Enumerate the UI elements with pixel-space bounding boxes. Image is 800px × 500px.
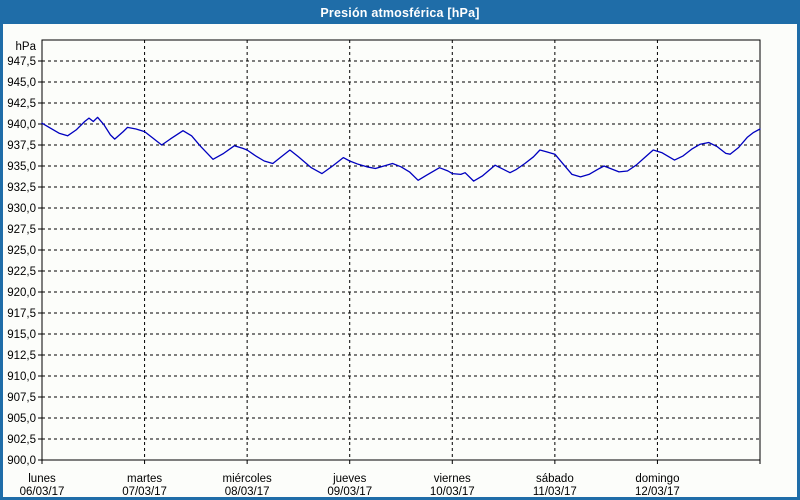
x-day-date-label: 09/03/17 <box>327 486 372 497</box>
y-tick-label: 910,0 <box>7 371 36 383</box>
axes <box>38 39 761 464</box>
y-tick-label: 940,0 <box>7 119 36 131</box>
pressure-series-line <box>41 116 761 182</box>
x-day-date-label: 12/03/17 <box>635 486 680 497</box>
chart-title-bar: Presión atmosférica [hPa] <box>3 3 797 24</box>
x-day-name-label: miércoles <box>223 473 272 485</box>
x-day-date-label: 10/03/17 <box>430 486 475 497</box>
y-tick-label: 902,5 <box>7 434 36 446</box>
axis-labels: 900,0 902,5 905,0 907,5 910,0 912,5 915,0 917,5… <box>7 41 680 497</box>
x-day-name-label: martes <box>127 473 162 485</box>
y-tick-label: 920,0 <box>7 287 36 299</box>
x-day-name-label: sábado <box>536 473 574 485</box>
y-tick-label: 947,5 <box>7 56 36 68</box>
x-day-date-label: 07/03/17 <box>122 486 167 497</box>
x-day-date-label: 06/03/17 <box>20 486 65 497</box>
x-day-name-label: lunes <box>28 473 56 485</box>
y-axis-unit-label: hPa <box>16 41 37 53</box>
y-tick-label: 945,0 <box>7 77 36 89</box>
x-day-name-label: domingo <box>635 473 679 485</box>
x-day-date-label: 08/03/17 <box>225 486 270 497</box>
y-tick-label: 917,5 <box>7 308 36 320</box>
y-tick-label: 912,5 <box>7 350 36 362</box>
gridlines <box>42 40 760 460</box>
y-tick-label: 922,5 <box>7 266 36 278</box>
y-tick-label: 930,0 <box>7 203 36 215</box>
x-day-name-label: jueves <box>332 473 366 485</box>
pressure-line-chart: 900,0 902,5 905,0 907,5 910,0 912,5 915,0 917,5… <box>7 39 761 497</box>
y-tick-label: 907,5 <box>7 392 36 404</box>
y-tick-label: 927,5 <box>7 224 36 236</box>
y-tick-label: 900,0 <box>7 455 36 467</box>
y-tick-label: 925,0 <box>7 245 36 257</box>
y-tick-label: 937,5 <box>7 140 36 152</box>
y-tick-label: 932,5 <box>7 182 36 194</box>
y-tick-label: 942,5 <box>7 98 36 110</box>
y-tick-label: 905,0 <box>7 413 36 425</box>
chart-area: 900,0 902,5 905,0 907,5 910,0 912,5 915,0 917,5… <box>3 24 797 497</box>
plot-border <box>41 39 761 461</box>
y-tick-label: 915,0 <box>7 329 36 341</box>
y-tick-label: 935,0 <box>7 161 36 173</box>
x-day-date-label: 11/03/17 <box>533 486 577 497</box>
x-day-name-label: viernes <box>434 473 471 485</box>
chart-title: Presión atmosférica [hPa] <box>320 6 480 20</box>
